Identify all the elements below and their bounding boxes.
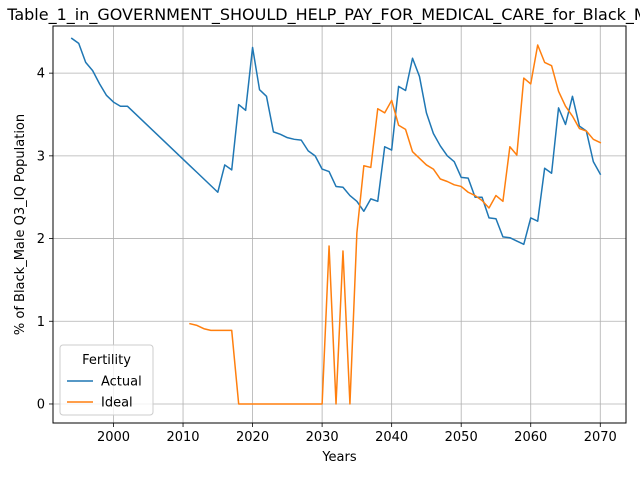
legend-label-actual: Actual	[101, 375, 142, 390]
x-tick-label: 2020	[236, 430, 269, 445]
plot-frame	[52, 25, 627, 424]
x-axis-label: Years	[321, 450, 357, 465]
legend-title: Fertility	[82, 353, 131, 368]
y-tick-label: 1	[37, 315, 45, 330]
x-tick-label: 2000	[97, 430, 130, 445]
legend-items: Actual Ideal	[67, 375, 142, 411]
legend-label-ideal: Ideal	[101, 396, 133, 411]
x-tick-label: 2030	[306, 430, 339, 445]
y-tick-label: 3	[37, 149, 45, 164]
legend-box	[59, 344, 154, 416]
y-tick-label: 2	[37, 232, 45, 247]
y-axis-ticks: 0 1 2 3 4	[37, 67, 53, 412]
series-line-actual	[70, 37, 602, 246]
x-axis-ticks: 2000 2010 2020 2030 2040 2050 2060 2070	[97, 423, 617, 445]
x-tick-label: 2070	[584, 430, 617, 445]
chart-title: Table_1_in_GOVERNMENT_SHOULD_HELP_PAY_FO…	[6, 5, 640, 25]
series-line-ideal	[189, 44, 602, 405]
x-tick-label: 2040	[375, 430, 408, 445]
x-tick-label: 2010	[166, 430, 199, 445]
y-tick-label: 4	[37, 67, 45, 82]
y-tick-label: 0	[37, 397, 45, 412]
x-tick-label: 2050	[445, 430, 478, 445]
series-lines	[70, 37, 602, 405]
y-axis-label: % of Black_Male Q3_IQ Population	[13, 114, 28, 335]
x-tick-label: 2060	[514, 430, 547, 445]
legend: Fertility Actual Ideal	[59, 344, 154, 416]
